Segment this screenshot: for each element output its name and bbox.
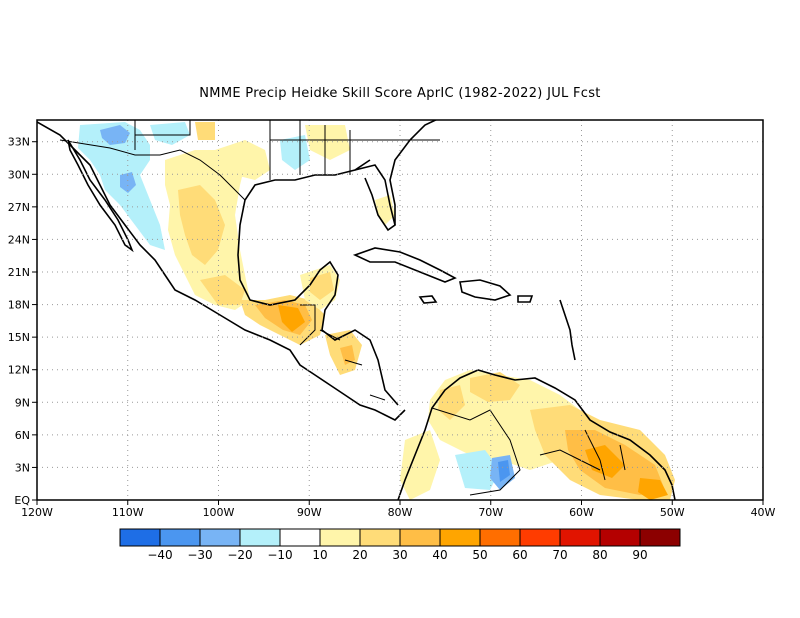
colorbar-label: −30 bbox=[187, 548, 212, 562]
region-sw-us-neg20 bbox=[100, 125, 130, 145]
x-tick-label: 70W bbox=[478, 506, 503, 519]
region-arizona-neg10 bbox=[150, 122, 190, 145]
colorbar-swatch bbox=[279, 528, 321, 547]
colorbar-label: −40 bbox=[147, 548, 172, 562]
coast-us-atlantic bbox=[389, 120, 438, 225]
coastline-layer bbox=[37, 120, 676, 500]
region-se-us-positive bbox=[305, 125, 350, 160]
colorbar-swatch bbox=[559, 528, 601, 547]
y-axis: EQ 3N 6N 9N 12N 15N 18N 21N 24N 27N 30N 33N bbox=[8, 136, 37, 507]
colorbar-swatch bbox=[479, 528, 521, 547]
y-tick-label: EQ bbox=[14, 494, 30, 507]
x-tick-label: 100W bbox=[203, 506, 235, 519]
y-tick-label: 6N bbox=[15, 429, 30, 442]
region-guiana-pos40 bbox=[585, 445, 625, 478]
border-south-america bbox=[431, 407, 626, 496]
region-se-us-negative bbox=[280, 135, 310, 170]
colorbar-swatch bbox=[239, 528, 281, 547]
colorbar-label: 80 bbox=[592, 548, 607, 562]
y-tick-label: 30N bbox=[8, 168, 30, 181]
region-chiapas-pos40 bbox=[278, 305, 305, 332]
x-axis: 120W 110W 100W 90W 80W 70W 60W 50W 40W bbox=[21, 500, 776, 519]
region-texas-pos10 bbox=[215, 140, 270, 180]
coast-cuba bbox=[352, 247, 457, 283]
coast-south-america-north bbox=[397, 369, 676, 500]
x-tick-label: 110W bbox=[112, 506, 144, 519]
y-tick-label: 3N bbox=[15, 461, 30, 474]
region-yucatan-pos20 bbox=[310, 272, 334, 300]
colorbar-swatch bbox=[119, 528, 161, 547]
y-tick-label: 18N bbox=[8, 299, 30, 312]
region-sonora-neg20 bbox=[120, 172, 136, 193]
gridlines bbox=[37, 120, 763, 500]
coast-lesser-antilles bbox=[559, 299, 576, 361]
colorbar-label: −20 bbox=[227, 548, 252, 562]
map-title: NMME Precip Heidke Skill Score AprIC (19… bbox=[199, 86, 601, 101]
border-us-states bbox=[134, 120, 440, 180]
colorbar-swatch bbox=[359, 528, 401, 547]
colorbar-swatch bbox=[599, 528, 641, 547]
x-tick-label: 80W bbox=[388, 506, 413, 519]
coast-gulf-of-mexico bbox=[237, 159, 399, 406]
colorbar-label: 50 bbox=[472, 548, 487, 562]
region-nicaragua-pos30 bbox=[340, 345, 355, 365]
colorbar-label: 60 bbox=[512, 548, 527, 562]
colorbar-label: 40 bbox=[432, 548, 447, 562]
border-us-mexico bbox=[59, 139, 246, 201]
y-tick-label: 21N bbox=[8, 266, 30, 279]
coast-puerto-rico bbox=[517, 295, 534, 303]
region-amazon-pos40 bbox=[638, 478, 668, 500]
y-tick-label: 15N bbox=[8, 331, 30, 344]
colorbar-label: 90 bbox=[632, 548, 647, 562]
coast-baja bbox=[67, 139, 134, 253]
region-colombia-se-neg30 bbox=[498, 460, 510, 482]
y-tick-label: 12N bbox=[8, 364, 30, 377]
colorbar-swatch bbox=[199, 528, 241, 547]
region-colombia-positive bbox=[400, 430, 440, 500]
y-tick-label: 33N bbox=[8, 136, 30, 149]
colorbar-label: 10 bbox=[312, 548, 327, 562]
coast-hispaniola bbox=[459, 279, 512, 301]
colorbar-label: 20 bbox=[352, 548, 367, 562]
x-tick-label: 50W bbox=[660, 506, 685, 519]
coast-jamaica bbox=[418, 295, 438, 304]
x-tick-label: 90W bbox=[297, 506, 322, 519]
colorbar-swatch bbox=[439, 528, 481, 547]
y-tick-label: 9N bbox=[15, 396, 30, 409]
colorbar-swatch bbox=[159, 528, 201, 547]
coast-north-america-pacific bbox=[37, 121, 406, 421]
x-tick-label: 40W bbox=[751, 506, 776, 519]
border-central-america bbox=[299, 304, 386, 401]
region-venezuela-pos20 bbox=[470, 372, 520, 402]
colorbar-legend: −40 −30 −20 −10 10 20 30 40 50 60 70 80 90 bbox=[119, 528, 681, 562]
colorbar-label: 30 bbox=[392, 548, 407, 562]
border-layer bbox=[59, 120, 626, 496]
colorbar-label: −10 bbox=[267, 548, 292, 562]
colorbar-swatch bbox=[319, 528, 361, 547]
skill-shading-layer bbox=[78, 122, 675, 500]
region-colombia-pos20 bbox=[438, 385, 465, 420]
region-n-mexico-pos20 bbox=[178, 185, 225, 265]
region-texas-pos20 bbox=[195, 122, 215, 140]
x-tick-label: 60W bbox=[569, 506, 594, 519]
colorbar-swatch bbox=[519, 528, 561, 547]
y-tick-label: 24N bbox=[8, 233, 30, 246]
y-tick-label: 27N bbox=[8, 201, 30, 214]
colorbar-swatch bbox=[399, 528, 441, 547]
region-colombia-se-negative bbox=[455, 450, 500, 490]
colorbar-label: 70 bbox=[552, 548, 567, 562]
colorbar-swatch bbox=[639, 528, 681, 547]
region-central-mexico-pos20 bbox=[200, 275, 245, 305]
x-tick-label: 120W bbox=[21, 506, 53, 519]
